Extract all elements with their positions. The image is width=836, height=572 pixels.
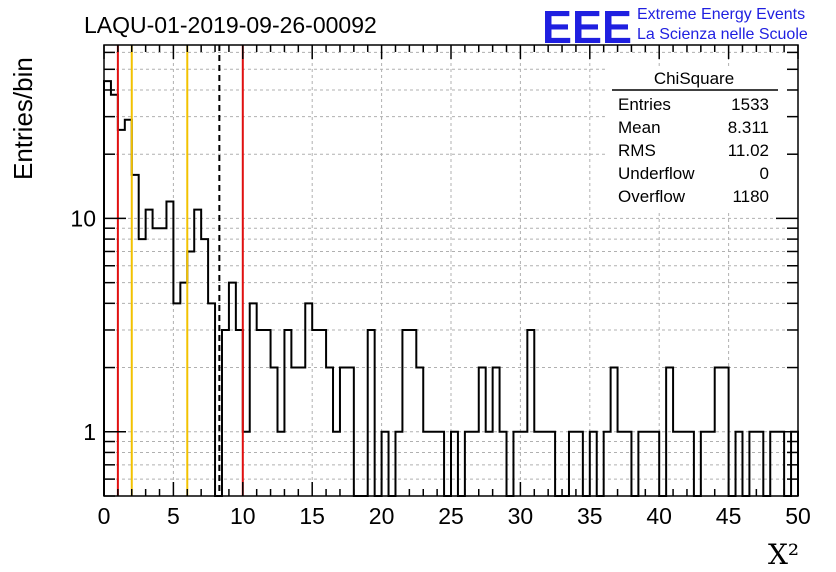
chart-title: LAQU-01-2019-09-26-00092 <box>84 12 377 38</box>
logo-line-1: Extreme Energy Events <box>637 6 805 23</box>
stats-value-entries: 1533 <box>731 95 769 114</box>
stats-row: Overflow 1180 <box>618 187 769 206</box>
x-tick-label: 40 <box>646 503 672 529</box>
stats-row: Mean 8.311 <box>618 118 769 137</box>
stats-row: Entries 1533 <box>618 95 769 114</box>
stats-value-rms: 11.02 <box>728 141 769 160</box>
x-tick-label: 30 <box>508 503 534 529</box>
marker-layer <box>116 45 244 496</box>
stats-value-underflow: 0 <box>760 164 769 183</box>
x-tick-label: 15 <box>299 503 325 529</box>
stats-label-rms: RMS <box>618 141 656 160</box>
axis-layer <box>103 44 799 497</box>
histogram-series <box>103 80 799 497</box>
stats-box: ChiSquare Entries 1533 Mean 8.311 RMS 11… <box>608 68 786 212</box>
x-tick-label: 5 <box>167 503 180 529</box>
x-tick-label: 10 <box>230 503 256 529</box>
y-axis-label: Entries/bin <box>8 57 38 180</box>
y-tick-label: 1 <box>83 419 96 445</box>
x-axis-label: X² <box>768 538 799 571</box>
stats-box-background <box>608 68 786 212</box>
x-tick-label: 45 <box>716 503 742 529</box>
y-tick-label: 10 <box>70 205 96 231</box>
x-tick-label: 35 <box>577 503 603 529</box>
histogram-layer <box>103 80 799 497</box>
stats-value-overflow: 1180 <box>732 187 769 206</box>
stats-row: RMS 11.02 <box>618 141 769 160</box>
stats-label-entries: Entries <box>618 95 671 114</box>
x-tick-label: 0 <box>98 503 111 529</box>
tick-label-layer: 0 5 10 15 20 25 30 35 40 45 50 1 10 <box>70 205 810 529</box>
stats-label-overflow: Overflow <box>618 187 686 206</box>
stats-title: ChiSquare <box>654 69 734 88</box>
x-tick-label: 50 <box>785 503 811 529</box>
x-tick-label: 20 <box>369 503 395 529</box>
stats-label-mean: Mean <box>618 118 661 137</box>
eee-logo: EEE Extreme Energy Events La Scienza nel… <box>542 1 808 53</box>
x-tick-label: 25 <box>438 503 464 529</box>
stats-label-underflow: Underflow <box>618 164 695 183</box>
stats-value-mean: 8.311 <box>728 118 769 137</box>
logo-line-2: La Scienza nelle Scuole <box>637 26 808 43</box>
stats-row: Underflow 0 <box>618 164 769 183</box>
logo-text: EEE <box>542 1 632 53</box>
